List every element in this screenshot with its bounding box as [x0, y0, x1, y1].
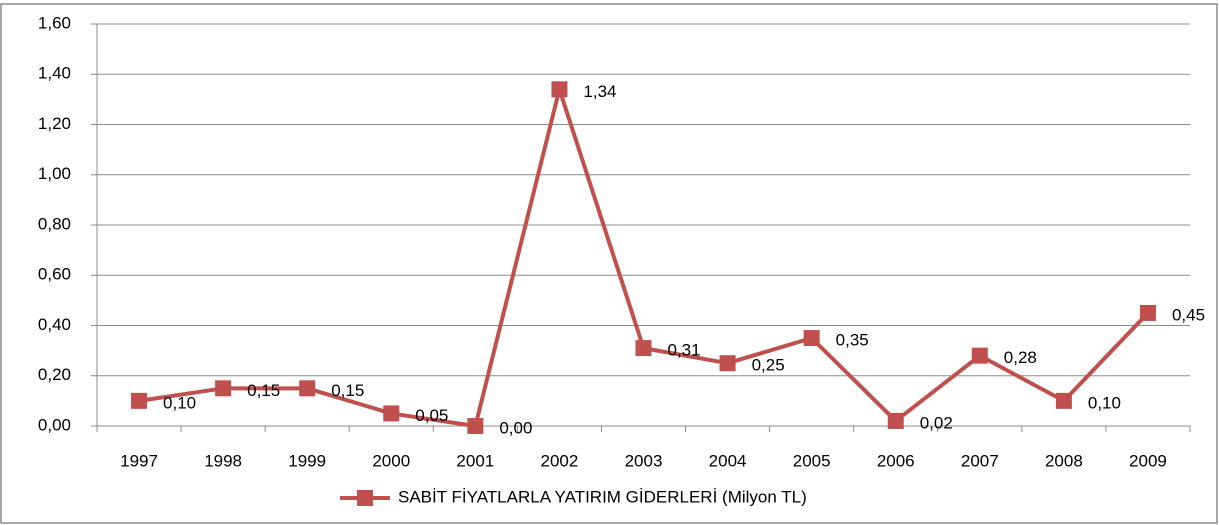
data-point — [887, 412, 904, 429]
x-tick-label: 2009 — [1129, 451, 1167, 470]
data-point — [551, 81, 568, 98]
x-tick-label: 2001 — [456, 451, 494, 470]
x-tick-label: 1997 — [120, 451, 158, 470]
chart-border — [0, 3, 1218, 524]
data-point — [635, 340, 652, 357]
x-tick-label: 1999 — [288, 451, 326, 470]
data-label: 0,25 — [752, 356, 785, 375]
y-tick-label: 1,40 — [38, 64, 71, 83]
data-point — [803, 330, 820, 347]
y-tick-label: 0,40 — [38, 315, 71, 334]
data-label: 0,10 — [163, 393, 196, 412]
legend-marker — [357, 490, 373, 506]
data-point — [383, 405, 400, 422]
data-label: 0,02 — [920, 413, 953, 432]
y-tick-label: 0,00 — [38, 415, 71, 434]
data-label: 0,45 — [1172, 305, 1205, 324]
data-point — [215, 380, 232, 397]
data-point — [131, 392, 148, 409]
y-tick-label: 0,80 — [38, 214, 71, 233]
x-tick-label: 2002 — [541, 451, 579, 470]
data-label: 0,15 — [247, 381, 280, 400]
data-label: 0,28 — [1004, 348, 1037, 367]
x-tick-label: 2005 — [793, 451, 831, 470]
data-point — [719, 355, 736, 372]
y-tick-label: 1,20 — [38, 114, 71, 133]
data-label: 0,35 — [836, 331, 869, 350]
x-tick-label: 1998 — [204, 451, 242, 470]
data-point — [971, 347, 988, 364]
y-tick-label: 1,60 — [38, 13, 71, 32]
data-label: 0,31 — [668, 341, 701, 360]
legend-label: SABİT FİYATLARLA YATIRIM GİDERLERİ (Mily… — [398, 487, 807, 506]
x-tick-label: 2006 — [877, 451, 915, 470]
data-point — [299, 380, 316, 397]
x-tick-label: 2004 — [709, 451, 747, 470]
y-tick-label: 1,00 — [38, 164, 71, 183]
y-tick-label: 0,60 — [38, 265, 71, 284]
data-label: 0,10 — [1088, 393, 1121, 412]
y-tick-label: 0,20 — [38, 365, 71, 384]
data-point — [467, 418, 484, 434]
data-label: 0,00 — [499, 418, 532, 437]
data-label: 0,15 — [331, 381, 364, 400]
data-point — [1055, 392, 1072, 409]
x-tick-label: 2007 — [961, 451, 999, 470]
data-label: 0,05 — [415, 406, 448, 425]
x-tick-label: 2000 — [372, 451, 410, 470]
x-tick-label: 2003 — [625, 451, 663, 470]
x-tick-label: 2008 — [1045, 451, 1083, 470]
data-point — [1139, 304, 1156, 321]
data-label: 1,34 — [583, 82, 616, 101]
